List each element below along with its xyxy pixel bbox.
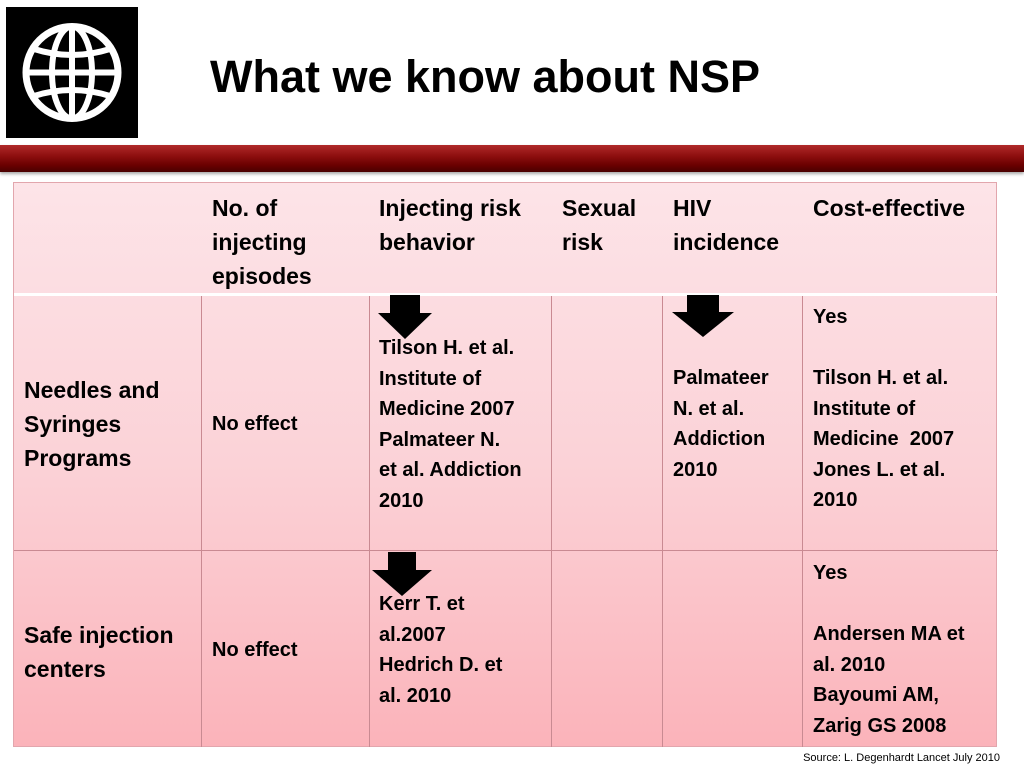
column-divider [369, 296, 370, 747]
row-label-safe-injection: Safe injection centers [24, 622, 174, 682]
world-bank-logo [6, 7, 138, 138]
column-divider [551, 296, 552, 747]
source-note: Source: L. Degenhardt Lancet July 2010 [803, 752, 1000, 764]
citation-line: Palmateer N. [379, 428, 501, 451]
citation-line: Tilson H. et al. [813, 367, 949, 389]
header-episodes: No. of injecting episodes [212, 195, 312, 289]
citation-line: Bayoumi AM, [813, 684, 939, 706]
column-divider [662, 296, 663, 747]
down-arrow-icon [372, 552, 432, 596]
citation-line: 2010 [673, 458, 718, 481]
row1-cost-effective: Yes Tilson H. et al. Institute of Medici… [813, 302, 993, 516]
citation-line: al. 2010 [379, 684, 452, 707]
citation-line: al. 2010 [813, 653, 886, 676]
row2-injecting-citations: Kerr T. et al.2007 Hedrich D. et al. 201… [379, 589, 554, 711]
citation-line: Addiction [673, 428, 766, 450]
row-label-nsp: Needles and Syringes Programs [24, 377, 160, 471]
citation-line: 2010 [813, 489, 858, 511]
row2-cost-effective: Yes Andersen MA et al. 2010 Bayoumi AM, … [813, 558, 993, 741]
column-divider [802, 296, 803, 747]
citation-line: N. et al. [673, 397, 745, 420]
row1-hiv-citations: Palmateer N. et al. Addiction 2010 [673, 363, 798, 485]
row1-episodes: No effect [212, 413, 298, 435]
globe-icon [22, 23, 122, 122]
header-cost-effective: Cost-effective [813, 195, 966, 221]
header-injecting-risk: Injecting risk behavior [379, 195, 521, 255]
column-divider [201, 296, 202, 747]
citation-line: Tilson H. et al. [379, 337, 515, 359]
citation-line: Hedrich D. et [379, 654, 503, 676]
citation-line: Palmateer [673, 367, 769, 389]
down-arrow-icon [672, 295, 734, 337]
citation-line: Institute of [379, 367, 482, 390]
citation-line: Andersen MA et [813, 623, 965, 645]
row2-episodes: No effect [212, 639, 298, 661]
citation-line: Kerr T. et [379, 593, 465, 615]
row-separator [14, 550, 998, 551]
citation-line: Medicine 2007 [813, 428, 955, 450]
down-arrow-icon [378, 295, 432, 339]
header-band [0, 145, 1024, 172]
header-separator [14, 293, 998, 296]
citation-line: Zarig GS 2008 [813, 714, 947, 737]
cost-answer: Yes [813, 562, 848, 584]
header-sexual-risk: Sexual risk [562, 195, 637, 255]
citation-line: Jones L. et al. [813, 458, 946, 481]
slide-title: What we know about NSP [210, 51, 761, 102]
citation-line: al.2007 [379, 623, 446, 646]
row1-injecting-citations: Tilson H. et al. Institute of Medicine 2… [379, 333, 554, 516]
citation-line: Institute of [813, 397, 916, 420]
citation-line: et al. Addiction [379, 459, 522, 481]
header-hiv-incidence: HIV incidence [673, 195, 780, 255]
evidence-table: No. of injecting episodes Injecting risk… [13, 182, 998, 747]
citation-line: Medicine 2007 [379, 398, 515, 420]
citation-line: 2010 [379, 489, 424, 512]
cost-answer: Yes [813, 306, 848, 328]
